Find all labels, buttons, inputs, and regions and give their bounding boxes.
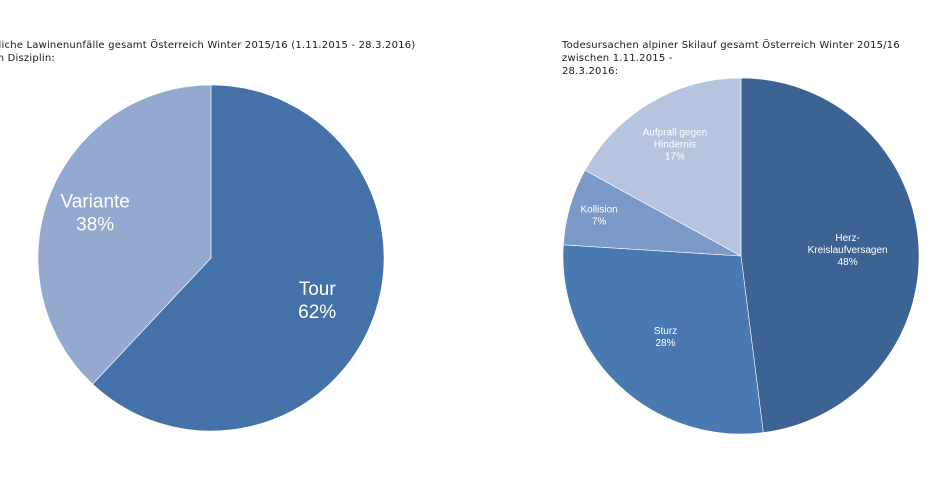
slice-label-tour: Tour 62% <box>298 279 336 323</box>
pie-slice-aufprall-gegen-hindernis <box>584 77 742 257</box>
pie-slice-sturz <box>562 244 764 435</box>
slice-label-sturz: Sturz 28% <box>654 326 677 349</box>
slice-label-kollision: Kollision 7% <box>580 204 617 227</box>
slice-label-herz-kreislaufversagen: Herz-Kreislaufversagen 48% <box>808 233 888 268</box>
slice-label-aufprall-gegen-hindernis: Aufprall gegen Hindernis 17% <box>643 128 708 163</box>
pie-slice-variante <box>37 84 212 385</box>
pie-slice-tour <box>92 84 385 432</box>
chart-title-ski-deaths: Todesursachen alpiner Skilauf gesamt Öst… <box>562 40 900 77</box>
chart-title-avalanche: dliche Lawinenunfälle gesamt Österreich … <box>0 40 416 64</box>
slice-label-variante: Variante 38% <box>61 191 130 235</box>
pie-slice-herz-kreislaufversagen <box>740 77 920 433</box>
